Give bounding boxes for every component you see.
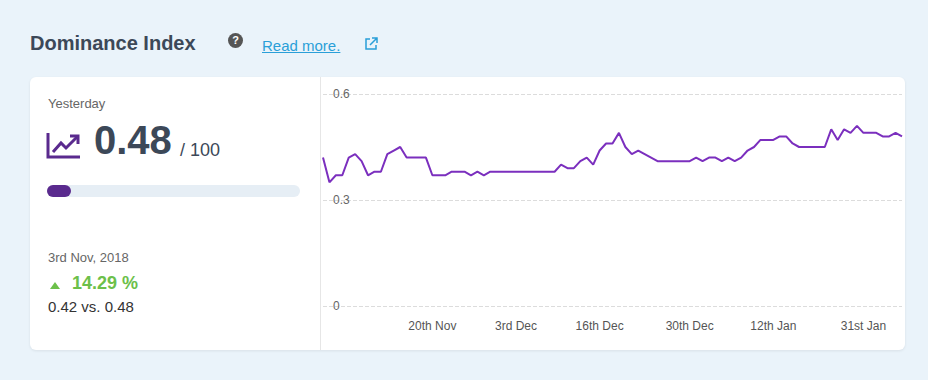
html-text:0.48: 0.48 bbox=[94, 118, 172, 162]
html-text:Yesterday: Yesterday bbox=[48, 96, 106, 111]
html-text:Dominance Index: Dominance Index bbox=[30, 32, 196, 54]
html-text:3rd Nov, 2018: 3rd Nov, 2018 bbox=[48, 250, 129, 265]
html-text:0.42 vs. 0.48: 0.42 vs. 0.48 bbox=[48, 298, 134, 315]
html-text:14.29 %: 14.29 % bbox=[72, 273, 139, 293]
svg-text:20th Nov: 20th Nov bbox=[408, 319, 456, 333]
svg-text:0: 0 bbox=[333, 299, 340, 313]
svg-text:12th Jan: 12th Jan bbox=[750, 319, 796, 333]
html-text:/ 100: / 100 bbox=[180, 140, 220, 160]
svg-text:0.3: 0.3 bbox=[333, 193, 350, 207]
svg-text:3rd Dec: 3rd Dec bbox=[495, 319, 537, 333]
svg-text:0.6: 0.6 bbox=[333, 87, 350, 101]
svg-text:30th Dec: 30th Dec bbox=[666, 319, 714, 333]
svg-text:16th Dec: 16th Dec bbox=[576, 319, 624, 333]
html-text:Read more.: Read more. bbox=[262, 37, 341, 54]
svg-text:31st Jan: 31st Jan bbox=[841, 319, 886, 333]
